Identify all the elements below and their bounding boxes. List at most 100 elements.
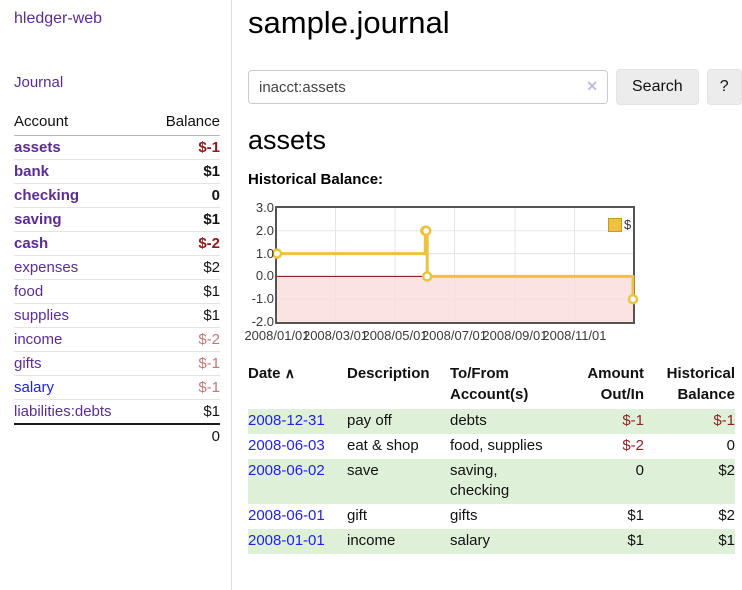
app-brand-link[interactable]: hledger-web [14, 10, 103, 27]
register-amount: $-1 [622, 412, 644, 429]
account-link-food[interactable]: food [14, 283, 44, 300]
account-balance: 0 [146, 183, 220, 208]
account-row: gifts $-1 [14, 351, 220, 376]
search-form: ✕ Search ? [248, 69, 742, 105]
data-point-marker[interactable] [271, 248, 283, 259]
register-col-date-label: Date [248, 365, 281, 382]
data-point-marker[interactable] [627, 293, 639, 305]
y-tick-label: -1.0 [251, 291, 274, 307]
register-date-link[interactable]: 2008-06-01 [248, 507, 325, 524]
register-accounts: debts [450, 412, 487, 429]
sidebar-item-journal[interactable]: Journal [14, 74, 64, 91]
account-link-saving[interactable]: saving [14, 211, 62, 228]
register-col-tofrom[interactable]: To/From Account(s) [450, 363, 567, 409]
chart-canvas[interactable] [271, 208, 639, 322]
main-content: sample.journal ✕ Search ? assets Histori… [244, 0, 742, 554]
register-amount: $1 [627, 532, 644, 549]
data-point-marker[interactable] [420, 225, 432, 237]
page-title: sample.journal [248, 5, 450, 40]
register-col-amount-line2: Out/In [600, 386, 644, 403]
account-balance: $-2 [146, 231, 220, 256]
search-button[interactable]: Search [616, 69, 699, 105]
x-tick-label: 2008/03/01 [302, 328, 369, 343]
chart-plot-area[interactable] [271, 206, 639, 324]
account-balance: $-1 [146, 351, 220, 376]
legend-series-label: $ [624, 217, 632, 232]
register-row[interactable]: 2008-12-31 pay off debts $-1 $-1 [248, 409, 735, 434]
register-date-cell: 2008-12-31 [248, 409, 347, 434]
account-row: income $-2 [14, 327, 220, 352]
account-link-checking[interactable]: checking [14, 187, 80, 204]
account-row: bank $1 [14, 159, 220, 184]
register-row[interactable]: 2008-01-01 income salary $1 $1 [248, 529, 735, 554]
register-table: Date ∧ Description To/From Account(s) Am… [248, 363, 735, 554]
accounts-col-account: Account [14, 111, 147, 136]
register-date-link[interactable]: 2008-12-31 [248, 412, 325, 429]
register-row[interactable]: 2008-06-03 eat & shop food, supplies $-2 0 [248, 434, 735, 459]
account-link-gifts[interactable]: gifts [14, 355, 42, 372]
register-col-date[interactable]: Date ∧ [248, 363, 347, 409]
y-tick-label: 1.0 [255, 245, 274, 261]
account-name-cell: salary [14, 375, 147, 400]
register-description: income [347, 532, 396, 549]
y-tick-label: 3.0 [255, 200, 274, 215]
account-row: food $1 [14, 279, 220, 304]
account-balance: $1 [146, 399, 220, 424]
accounts-table-header: Account Balance [14, 111, 220, 136]
account-link-cash[interactable]: cash [14, 235, 49, 252]
register-col-balance-line1: Historical [666, 365, 735, 382]
account-link-liabilities-debts[interactable]: liabilities:debts [14, 403, 112, 420]
accounts-total-spacer [14, 423, 147, 448]
y-tick-label: 0.0 [255, 268, 274, 284]
account-row: saving $1 [14, 207, 220, 232]
account-link-assets[interactable]: assets [14, 139, 61, 156]
account-name-cell: income [14, 327, 147, 352]
register-accounts: salary [450, 532, 491, 549]
account-name-cell: checking [14, 183, 147, 208]
account-link-salary[interactable]: salary [14, 379, 55, 396]
register-date-link[interactable]: 2008-01-01 [248, 532, 325, 549]
account-balance: $-2 [146, 327, 220, 352]
account-link-supplies[interactable]: supplies [14, 307, 70, 324]
sidebar: hledger-web Journal Account Balance asse… [0, 0, 232, 590]
data-point-marker[interactable] [421, 271, 433, 282]
x-tick-label: 2008/11/01 [542, 328, 607, 343]
account-heading: assets [248, 125, 327, 155]
register-accounts: gifts [450, 507, 478, 524]
account-row: checking 0 [14, 183, 220, 208]
register-accounts: food, supplies [450, 437, 543, 454]
account-name-cell: saving [14, 207, 147, 232]
account-row: assets $-1 [14, 136, 220, 160]
register-date-link[interactable]: 2008-06-03 [248, 437, 325, 454]
sort-ascending-icon: ∧ [284, 365, 295, 381]
register-col-description[interactable]: Description [347, 365, 430, 382]
account-link-bank[interactable]: bank [14, 163, 50, 180]
register-balance: $-1 [713, 412, 735, 429]
register-balance: $2 [718, 462, 735, 479]
account-link-income[interactable]: income [14, 331, 63, 348]
accounts-col-balance: Balance [146, 111, 220, 136]
register-col-amount-line1: Amount [587, 365, 644, 382]
accounts-total-value: 0 [146, 423, 220, 448]
chart-heading: Historical Balance: [248, 171, 384, 188]
register-col-tofrom-line2: Account(s) [450, 386, 529, 403]
clear-search-icon[interactable]: ✕ [586, 78, 598, 94]
account-link-expenses[interactable]: expenses [14, 259, 79, 276]
register-description: gift [347, 507, 368, 524]
register-date-cell: 2008-06-03 [248, 434, 347, 459]
account-name-cell: cash [14, 231, 147, 256]
register-header-row: Date ∧ Description To/From Account(s) Am… [248, 363, 735, 409]
register-col-amount[interactable]: Amount Out/In [567, 363, 644, 409]
accounts-table: Account Balance assets $-1 bank $1 checking 0… [14, 111, 220, 448]
register-row[interactable]: 2008-06-02 save saving, checking 0 $2 [248, 459, 735, 504]
account-row: supplies $1 [14, 303, 220, 328]
search-input[interactable] [248, 70, 608, 104]
register-date-cell: 2008-06-02 [248, 459, 347, 504]
register-date-link[interactable]: 2008-06-02 [248, 462, 325, 479]
register-row[interactable]: 2008-06-01 gift gifts $1 $2 [248, 504, 735, 529]
legend-swatch-icon [608, 217, 622, 232]
register-col-balance[interactable]: Historical Balance [644, 363, 735, 409]
account-balance: $-1 [146, 375, 220, 400]
register-balance: $1 [718, 532, 735, 549]
search-help-button[interactable]: ? [706, 69, 742, 105]
